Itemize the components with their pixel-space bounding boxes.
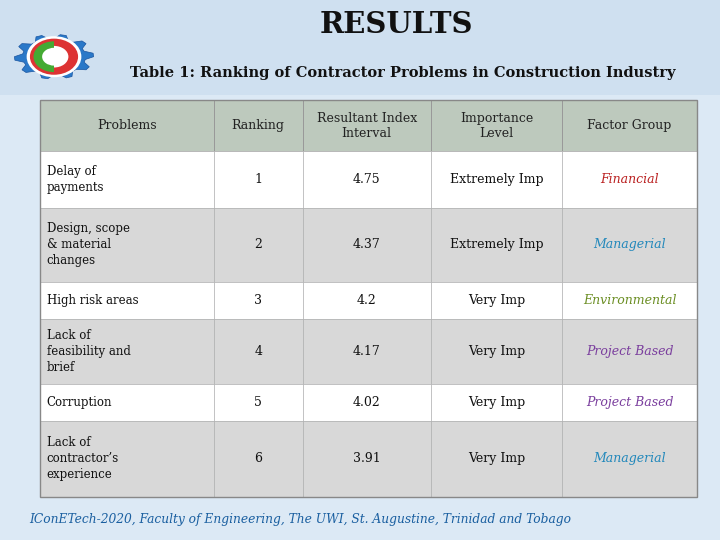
FancyBboxPatch shape [0, 0, 720, 94]
Text: Project Based: Project Based [586, 396, 673, 409]
FancyBboxPatch shape [562, 421, 697, 497]
Text: 3: 3 [254, 294, 262, 307]
FancyBboxPatch shape [214, 100, 302, 151]
FancyBboxPatch shape [431, 384, 562, 421]
FancyBboxPatch shape [302, 151, 431, 208]
FancyBboxPatch shape [431, 282, 562, 319]
FancyBboxPatch shape [40, 208, 214, 282]
Text: Managerial: Managerial [593, 453, 666, 465]
FancyBboxPatch shape [40, 384, 214, 421]
Text: Problems: Problems [97, 119, 156, 132]
FancyBboxPatch shape [562, 319, 697, 384]
Text: 6: 6 [254, 453, 262, 465]
Circle shape [30, 39, 78, 75]
Text: 4.37: 4.37 [353, 239, 380, 252]
Text: Corruption: Corruption [47, 396, 112, 409]
Text: Design, scope
& material
changes: Design, scope & material changes [47, 222, 130, 267]
FancyBboxPatch shape [562, 384, 697, 421]
FancyBboxPatch shape [302, 384, 431, 421]
Circle shape [27, 36, 81, 77]
Text: 4.2: 4.2 [357, 294, 377, 307]
FancyBboxPatch shape [302, 208, 431, 282]
Text: Very Imp: Very Imp [468, 453, 525, 465]
FancyBboxPatch shape [431, 319, 562, 384]
Text: 5: 5 [254, 396, 262, 409]
FancyBboxPatch shape [302, 421, 431, 497]
FancyBboxPatch shape [40, 421, 214, 497]
Text: Very Imp: Very Imp [468, 294, 525, 307]
FancyBboxPatch shape [214, 421, 302, 497]
FancyBboxPatch shape [302, 282, 431, 319]
Text: 1: 1 [254, 173, 262, 186]
Text: Ranking: Ranking [232, 119, 284, 132]
FancyBboxPatch shape [431, 151, 562, 208]
Text: Project Based: Project Based [586, 345, 673, 357]
FancyBboxPatch shape [302, 100, 431, 151]
Text: Extremely Imp: Extremely Imp [450, 173, 544, 186]
Wedge shape [33, 42, 54, 72]
FancyBboxPatch shape [40, 151, 214, 208]
FancyBboxPatch shape [431, 208, 562, 282]
FancyBboxPatch shape [214, 384, 302, 421]
FancyBboxPatch shape [431, 100, 562, 151]
Text: 4.02: 4.02 [353, 396, 380, 409]
Text: High risk areas: High risk areas [47, 294, 138, 307]
FancyBboxPatch shape [214, 282, 302, 319]
Text: Extremely Imp: Extremely Imp [450, 239, 544, 252]
FancyBboxPatch shape [302, 319, 431, 384]
Text: 2: 2 [254, 239, 262, 252]
Text: 4.17: 4.17 [353, 345, 380, 357]
FancyBboxPatch shape [562, 100, 697, 151]
Text: Delay of
payments: Delay of payments [47, 165, 104, 194]
FancyBboxPatch shape [40, 282, 214, 319]
Circle shape [40, 46, 68, 68]
FancyBboxPatch shape [214, 151, 302, 208]
Text: Managerial: Managerial [593, 239, 666, 252]
Text: Financial: Financial [600, 173, 659, 186]
Text: IConETech-2020, Faculty of Engineering, The UWI, St. Augustine, Trinidad and Tob: IConETech-2020, Faculty of Engineering, … [29, 513, 571, 526]
Text: Resultant Index
Interval: Resultant Index Interval [317, 112, 417, 139]
Text: 3.91: 3.91 [353, 453, 380, 465]
Text: Table 1: Ranking of Contractor Problems in Construction Industry: Table 1: Ranking of Contractor Problems … [130, 66, 676, 80]
Text: Factor Group: Factor Group [588, 119, 672, 132]
FancyBboxPatch shape [562, 208, 697, 282]
Text: Lack of
feasibility and
brief: Lack of feasibility and brief [47, 329, 130, 374]
FancyBboxPatch shape [214, 319, 302, 384]
FancyBboxPatch shape [40, 100, 214, 151]
FancyBboxPatch shape [214, 208, 302, 282]
Text: Very Imp: Very Imp [468, 345, 525, 357]
Text: 4.75: 4.75 [353, 173, 380, 186]
Text: Environmental: Environmental [582, 294, 676, 307]
FancyBboxPatch shape [562, 282, 697, 319]
FancyBboxPatch shape [40, 319, 214, 384]
Text: Importance
Level: Importance Level [460, 112, 533, 139]
Text: Lack of
contractor’s
experience: Lack of contractor’s experience [47, 436, 119, 481]
Text: Very Imp: Very Imp [468, 396, 525, 409]
Text: RESULTS: RESULTS [319, 10, 473, 39]
FancyBboxPatch shape [562, 151, 697, 208]
Polygon shape [14, 35, 94, 79]
Text: 4: 4 [254, 345, 262, 357]
FancyBboxPatch shape [431, 421, 562, 497]
